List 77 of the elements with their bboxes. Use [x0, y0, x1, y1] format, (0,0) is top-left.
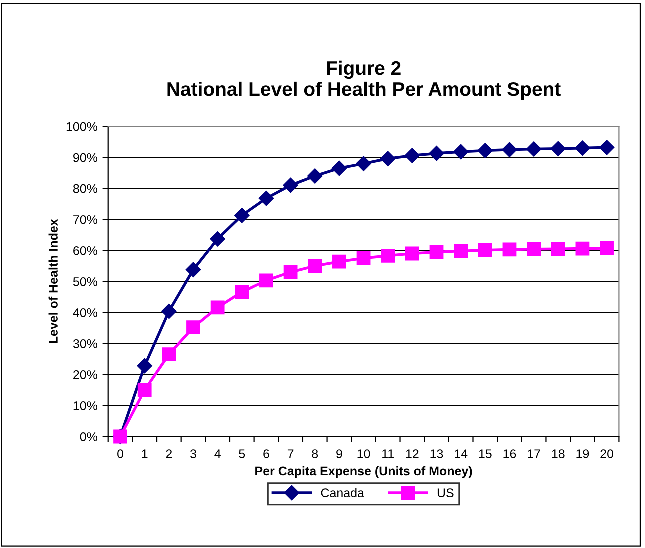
point [550, 141, 566, 156]
point [551, 242, 566, 256]
point [235, 285, 250, 300]
point [283, 178, 298, 194]
point [527, 242, 542, 256]
y-tick-label: 40% [73, 308, 98, 318]
x-tick-label: 13 [430, 450, 444, 458]
point [380, 151, 396, 166]
x-tick-label: 6 [264, 450, 270, 458]
x-axis-title: Per Capita Expense (Units of Money) [256, 466, 472, 478]
point [308, 259, 322, 274]
x-tick-label: 7 [288, 450, 294, 458]
point [404, 148, 420, 164]
y-tick-label: 50% [73, 277, 98, 286]
x-tick-label: 17 [528, 450, 540, 458]
x-tick-label: 14 [455, 450, 468, 458]
point [454, 244, 468, 258]
point [526, 142, 542, 157]
point [576, 242, 590, 256]
y-axis-title: Level of Health Index [48, 219, 58, 344]
x-tick-label: 19 [576, 450, 590, 458]
point [600, 242, 614, 256]
point [234, 208, 250, 224]
x-tick-label: 15 [479, 450, 492, 458]
point [260, 274, 274, 288]
point [502, 242, 517, 257]
point [575, 140, 590, 156]
x-tick-label: 18 [552, 450, 565, 458]
point [332, 160, 348, 176]
point [429, 146, 444, 162]
legend-label: US [438, 488, 454, 498]
point [186, 262, 202, 278]
point [210, 300, 225, 315]
point [186, 320, 200, 335]
x-tick-label: 10 [358, 450, 370, 458]
x-tick-label: 9 [336, 450, 342, 458]
x-tick-label: 2 [166, 450, 172, 458]
y-tick-label: 20% [74, 370, 98, 380]
y-tick-label: 10% [74, 402, 98, 410]
point [162, 348, 176, 362]
point [332, 254, 346, 269]
x-tick-label: 3 [190, 450, 196, 458]
x-tick-label: 11 [382, 450, 394, 458]
x-tick-label: 1 [142, 450, 148, 458]
point [258, 190, 274, 206]
y-tick-label: 30% [73, 340, 98, 348]
point [381, 248, 396, 263]
point [162, 304, 177, 320]
point [138, 383, 152, 398]
point [478, 143, 493, 158]
y-tick-label: 100% [66, 122, 98, 132]
point [478, 243, 492, 258]
point [284, 265, 298, 280]
y-tick-label: 80% [73, 184, 98, 194]
y-tick-label: 90% [74, 153, 98, 162]
point [308, 168, 323, 184]
y-tick-label: 0% [80, 432, 98, 442]
point [430, 245, 444, 260]
point [356, 251, 371, 266]
point [356, 156, 372, 172]
x-tick-label: 16 [504, 450, 516, 458]
x-tick-label: 8 [312, 450, 318, 458]
x-tick-label: 12 [406, 450, 419, 458]
y-tick-label: 60% [74, 246, 98, 256]
x-tick-label: 20 [600, 450, 614, 458]
y-tick-label: 70% [74, 215, 98, 224]
point [454, 144, 469, 160]
point [502, 142, 518, 158]
point [210, 232, 226, 247]
chart-title: Figure 2 National Level of Health Per Amount Spent [168, 60, 561, 100]
x-tick-label: 5 [239, 450, 246, 458]
point [599, 140, 615, 156]
x-tick-label: 0 [118, 450, 124, 458]
point [137, 358, 152, 374]
point [405, 246, 420, 261]
legend-label: Canada [321, 488, 364, 498]
x-tick-label: 4 [214, 450, 221, 458]
